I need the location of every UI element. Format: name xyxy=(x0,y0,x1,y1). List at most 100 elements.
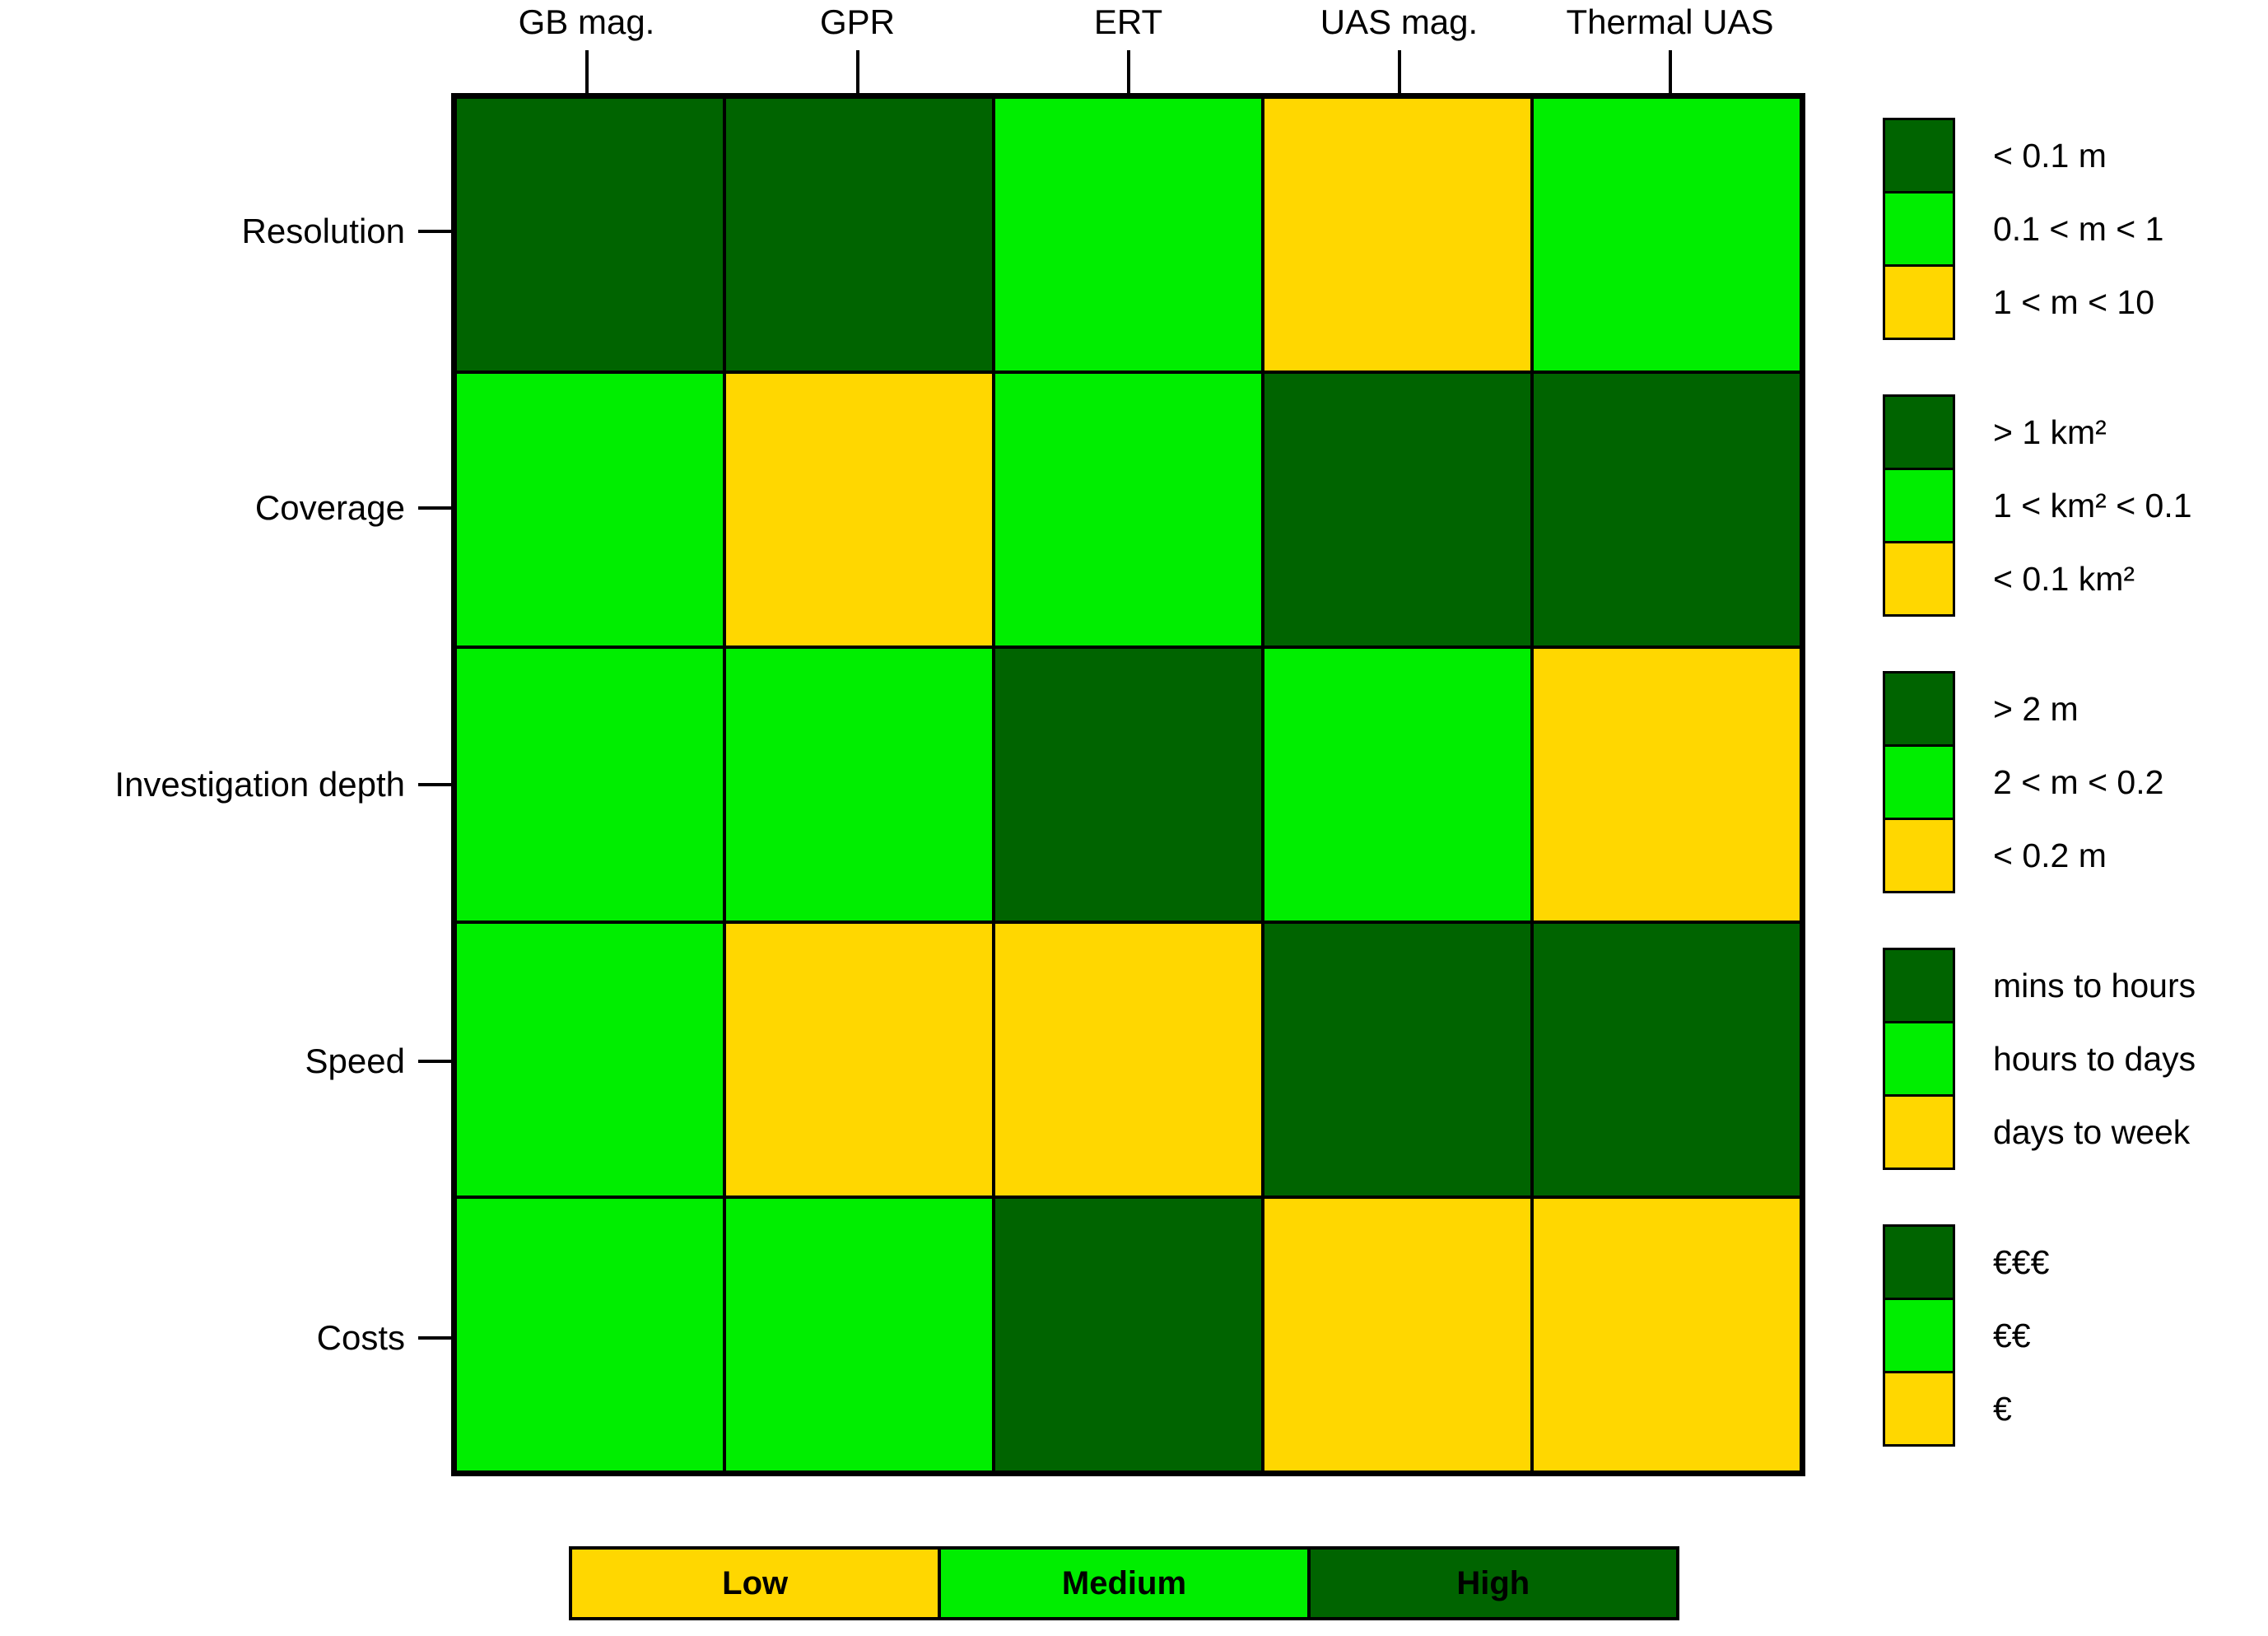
legend-label-resolution-medium: 0.1 < m < 1 xyxy=(1993,209,2164,248)
column-tick-gb-mag xyxy=(584,50,589,93)
scale-segment-low: Low xyxy=(569,1546,942,1620)
row-label-resolution: Resolution xyxy=(241,212,405,250)
cell-costs-ert-high xyxy=(994,1197,1263,1472)
cell-speed-gb-mag-medium xyxy=(455,922,724,1197)
legend-swatch-medium xyxy=(1883,1298,1955,1373)
column-tick-uas-mag xyxy=(1397,50,1401,93)
legend-label-investigation-depth-medium: 2 < m < 0.2 xyxy=(1993,762,2164,801)
legend-label-costs-low: € xyxy=(1993,1389,2012,1428)
heatmap-grid xyxy=(451,93,1805,1476)
legend-label-speed-medium: hours to days xyxy=(1993,1039,2196,1078)
legend-item-coverage-low: < 0.1 km² xyxy=(1883,541,2261,617)
legend-item-coverage-medium: 1 < km² < 0.1 xyxy=(1883,468,2261,543)
cell-investigation-depth-thermal-uas-low xyxy=(1532,647,1801,922)
cell-resolution-uas-mag-low xyxy=(1263,97,1532,372)
cell-coverage-ert-medium xyxy=(994,372,1263,647)
legend-label-resolution-high: < 0.1 m xyxy=(1993,136,2107,175)
legend-group-costs: €€€ €€ € xyxy=(1883,1224,2261,1447)
legend-item-costs-medium: €€ xyxy=(1883,1298,2261,1373)
legend-swatch-high xyxy=(1883,1224,1955,1300)
cell-speed-uas-mag-high xyxy=(1263,922,1532,1197)
column-tick-ert xyxy=(1126,50,1130,93)
legend-swatch-high xyxy=(1883,671,1955,747)
row-tick-investigation-depth xyxy=(418,783,455,786)
cell-coverage-gb-mag-medium xyxy=(455,372,724,647)
legend-swatch-medium xyxy=(1883,744,1955,820)
legend-label-investigation-depth-low: < 0.2 m xyxy=(1993,836,2107,874)
row-tick-coverage xyxy=(418,506,455,510)
legend-swatch-medium xyxy=(1883,468,1955,543)
legend-group-coverage: > 1 km² 1 < km² < 0.1 < 0.1 km² xyxy=(1883,394,2261,617)
legend-label-coverage-medium: 1 < km² < 0.1 xyxy=(1993,486,2192,524)
cell-coverage-uas-mag-high xyxy=(1263,372,1532,647)
scale-segment-medium: Medium xyxy=(938,1546,1311,1620)
legend-swatch-high xyxy=(1883,948,1955,1023)
legend-item-speed-low: days to week xyxy=(1883,1094,2261,1170)
legend-item-costs-high: €€€ xyxy=(1883,1224,2261,1300)
legend-label-coverage-high: > 1 km² xyxy=(1993,412,2107,451)
legend-label-resolution-low: 1 < m < 10 xyxy=(1993,282,2155,321)
row-label-coverage: Coverage xyxy=(254,488,405,527)
row-tick-speed xyxy=(418,1060,455,1063)
column-tick-thermal-uas xyxy=(1668,50,1672,93)
cell-resolution-thermal-uas-medium xyxy=(1532,97,1801,372)
cell-resolution-gb-mag-high xyxy=(455,97,724,372)
column-header-ert: ERT xyxy=(1093,2,1163,41)
cell-speed-gpr-low xyxy=(724,922,994,1197)
cell-speed-ert-low xyxy=(994,922,1263,1197)
legend-item-investigation-depth-high: > 2 m xyxy=(1883,671,2261,747)
legend-item-resolution-high: < 0.1 m xyxy=(1883,118,2261,193)
legend-swatch-low xyxy=(1883,1371,1955,1447)
legend-swatch-low xyxy=(1883,541,1955,617)
cell-investigation-depth-uas-mag-medium xyxy=(1263,647,1532,922)
legend-item-investigation-depth-low: < 0.2 m xyxy=(1883,818,2261,893)
row-tick-resolution xyxy=(418,230,455,233)
column-header-uas-mag: UAS mag. xyxy=(1320,2,1479,41)
scale-segment-high: High xyxy=(1306,1546,1679,1620)
cell-costs-gpr-medium xyxy=(724,1197,994,1472)
legend-item-resolution-low: 1 < m < 10 xyxy=(1883,264,2261,340)
row-label-costs: Costs xyxy=(316,1318,405,1357)
legend-item-costs-low: € xyxy=(1883,1371,2261,1447)
cell-costs-uas-mag-low xyxy=(1263,1197,1532,1472)
cell-resolution-ert-medium xyxy=(994,97,1263,372)
legend-swatch-medium xyxy=(1883,191,1955,267)
cell-investigation-depth-gb-mag-medium xyxy=(455,647,724,922)
column-header-gb-mag: GB mag. xyxy=(518,2,655,41)
legend-label-costs-high: €€€ xyxy=(1993,1242,2050,1281)
cell-investigation-depth-ert-high xyxy=(994,647,1263,922)
rating-scale-legend: Low Medium High xyxy=(569,1546,1679,1620)
legend-swatch-medium xyxy=(1883,1021,1955,1097)
legend-label-speed-high: mins to hours xyxy=(1993,966,2196,1004)
cell-coverage-gpr-low xyxy=(724,372,994,647)
legend-label-speed-low: days to week xyxy=(1993,1112,2191,1151)
cell-costs-thermal-uas-low xyxy=(1532,1197,1801,1472)
cell-coverage-thermal-uas-high xyxy=(1532,372,1801,647)
cell-costs-gb-mag-medium xyxy=(455,1197,724,1472)
cell-investigation-depth-gpr-medium xyxy=(724,647,994,922)
legend-item-speed-medium: hours to days xyxy=(1883,1021,2261,1097)
column-header-gpr: GPR xyxy=(819,2,895,41)
legend-group-investigation-depth: > 2 m 2 < m < 0.2 < 0.2 m xyxy=(1883,671,2261,893)
row-label-investigation-depth: Investigation depth xyxy=(114,765,405,804)
legend-item-resolution-medium: 0.1 < m < 1 xyxy=(1883,191,2261,267)
legend-swatch-high xyxy=(1883,394,1955,470)
row-tick-costs xyxy=(418,1336,455,1340)
column-header-thermal-uas: Thermal UAS xyxy=(1566,2,1774,41)
legend-item-speed-high: mins to hours xyxy=(1883,948,2261,1023)
legend-swatch-low xyxy=(1883,264,1955,340)
legend-label-coverage-low: < 0.1 km² xyxy=(1993,559,2135,598)
legend-label-costs-medium: €€ xyxy=(1993,1316,2031,1354)
legend-item-investigation-depth-medium: 2 < m < 0.2 xyxy=(1883,744,2261,820)
column-tick-gpr xyxy=(855,50,859,93)
legend-swatch-low xyxy=(1883,1094,1955,1170)
cell-resolution-gpr-high xyxy=(724,97,994,372)
cell-speed-thermal-uas-high xyxy=(1532,922,1801,1197)
row-label-speed: Speed xyxy=(305,1042,405,1080)
legend-group-speed: mins to hours hours to days days to week xyxy=(1883,948,2261,1170)
legend-item-coverage-high: > 1 km² xyxy=(1883,394,2261,470)
legend-group-resolution: < 0.1 m 0.1 < m < 1 1 < m < 10 xyxy=(1883,118,2261,340)
legend-swatch-high xyxy=(1883,118,1955,193)
legend-label-investigation-depth-high: > 2 m xyxy=(1993,689,2079,728)
